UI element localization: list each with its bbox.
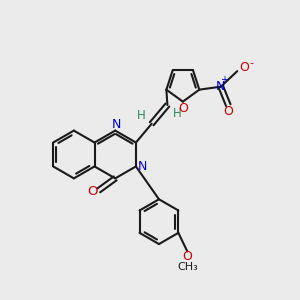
Text: O: O: [182, 250, 192, 263]
Text: N: N: [112, 118, 122, 130]
Text: N: N: [138, 160, 147, 173]
Text: CH₃: CH₃: [177, 262, 198, 272]
Text: H: H: [173, 107, 182, 120]
Text: O: O: [87, 185, 98, 198]
Text: N: N: [215, 80, 225, 93]
Text: O: O: [178, 102, 188, 115]
Text: O: O: [239, 61, 249, 74]
Text: +: +: [220, 75, 228, 85]
Text: O: O: [223, 105, 233, 118]
Text: -: -: [249, 58, 253, 68]
Text: H: H: [137, 109, 146, 122]
